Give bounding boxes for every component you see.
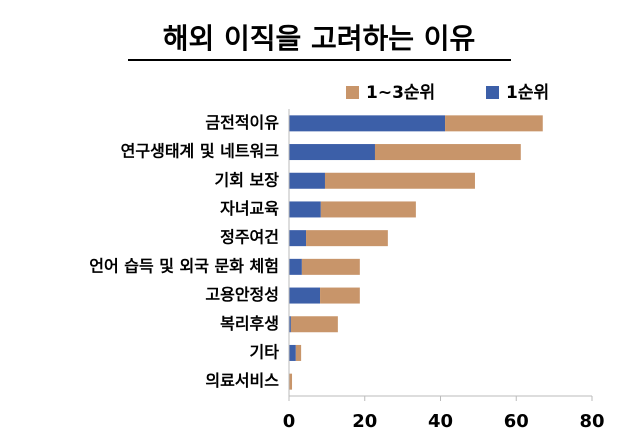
bar-segment: [289, 115, 446, 132]
x-tick-label: 40: [428, 411, 453, 432]
x-tick-label: 0: [283, 411, 296, 432]
bar-segment: [289, 316, 291, 333]
bar-segment: [295, 344, 302, 361]
bar-segment: [289, 258, 302, 275]
bar-segment: [289, 287, 321, 304]
legend-label: 1순위: [506, 83, 549, 103]
bar-segment: [289, 172, 325, 189]
legend-swatch: [346, 86, 359, 99]
y-tick-label: 연구생태계 및 네트워크: [121, 142, 280, 161]
bar-segment: [306, 230, 388, 247]
y-tick-label: 의료서비스: [205, 371, 279, 390]
bar-segment: [301, 258, 360, 275]
legend-swatch: [486, 86, 499, 99]
bar-segment: [289, 373, 293, 390]
y-tick-label: 복리후생: [220, 314, 279, 333]
bar-segment: [289, 144, 375, 161]
y-tick-label: 언어 습득 및 외국 문화 체험: [89, 256, 279, 275]
bar-segment: [324, 172, 475, 189]
y-tick-label: 금전적이유: [205, 113, 279, 132]
x-tick-label: 20: [352, 411, 377, 432]
y-tick-label: 자녀교육: [220, 199, 279, 218]
bar-segment: [289, 344, 296, 361]
y-tick-label: 정주여건: [220, 228, 279, 247]
bar-segment: [290, 316, 338, 333]
bar-segment: [320, 287, 360, 304]
y-tick-label: 기회 보장: [215, 170, 280, 189]
legend-label: 1~3순위: [366, 83, 435, 103]
x-tick-label: 60: [504, 411, 529, 432]
bar-segment: [289, 230, 307, 247]
chart-title: 해외 이직을 고려하는 이유: [163, 22, 476, 55]
y-tick-label: 고용안정성: [205, 285, 279, 304]
bar-segment: [289, 201, 321, 218]
bar-segment: [320, 201, 416, 218]
x-tick-label: 80: [579, 411, 604, 432]
bar-segment: [445, 115, 543, 132]
bar-segment: [374, 144, 521, 161]
y-tick-label: 기타: [250, 342, 280, 361]
